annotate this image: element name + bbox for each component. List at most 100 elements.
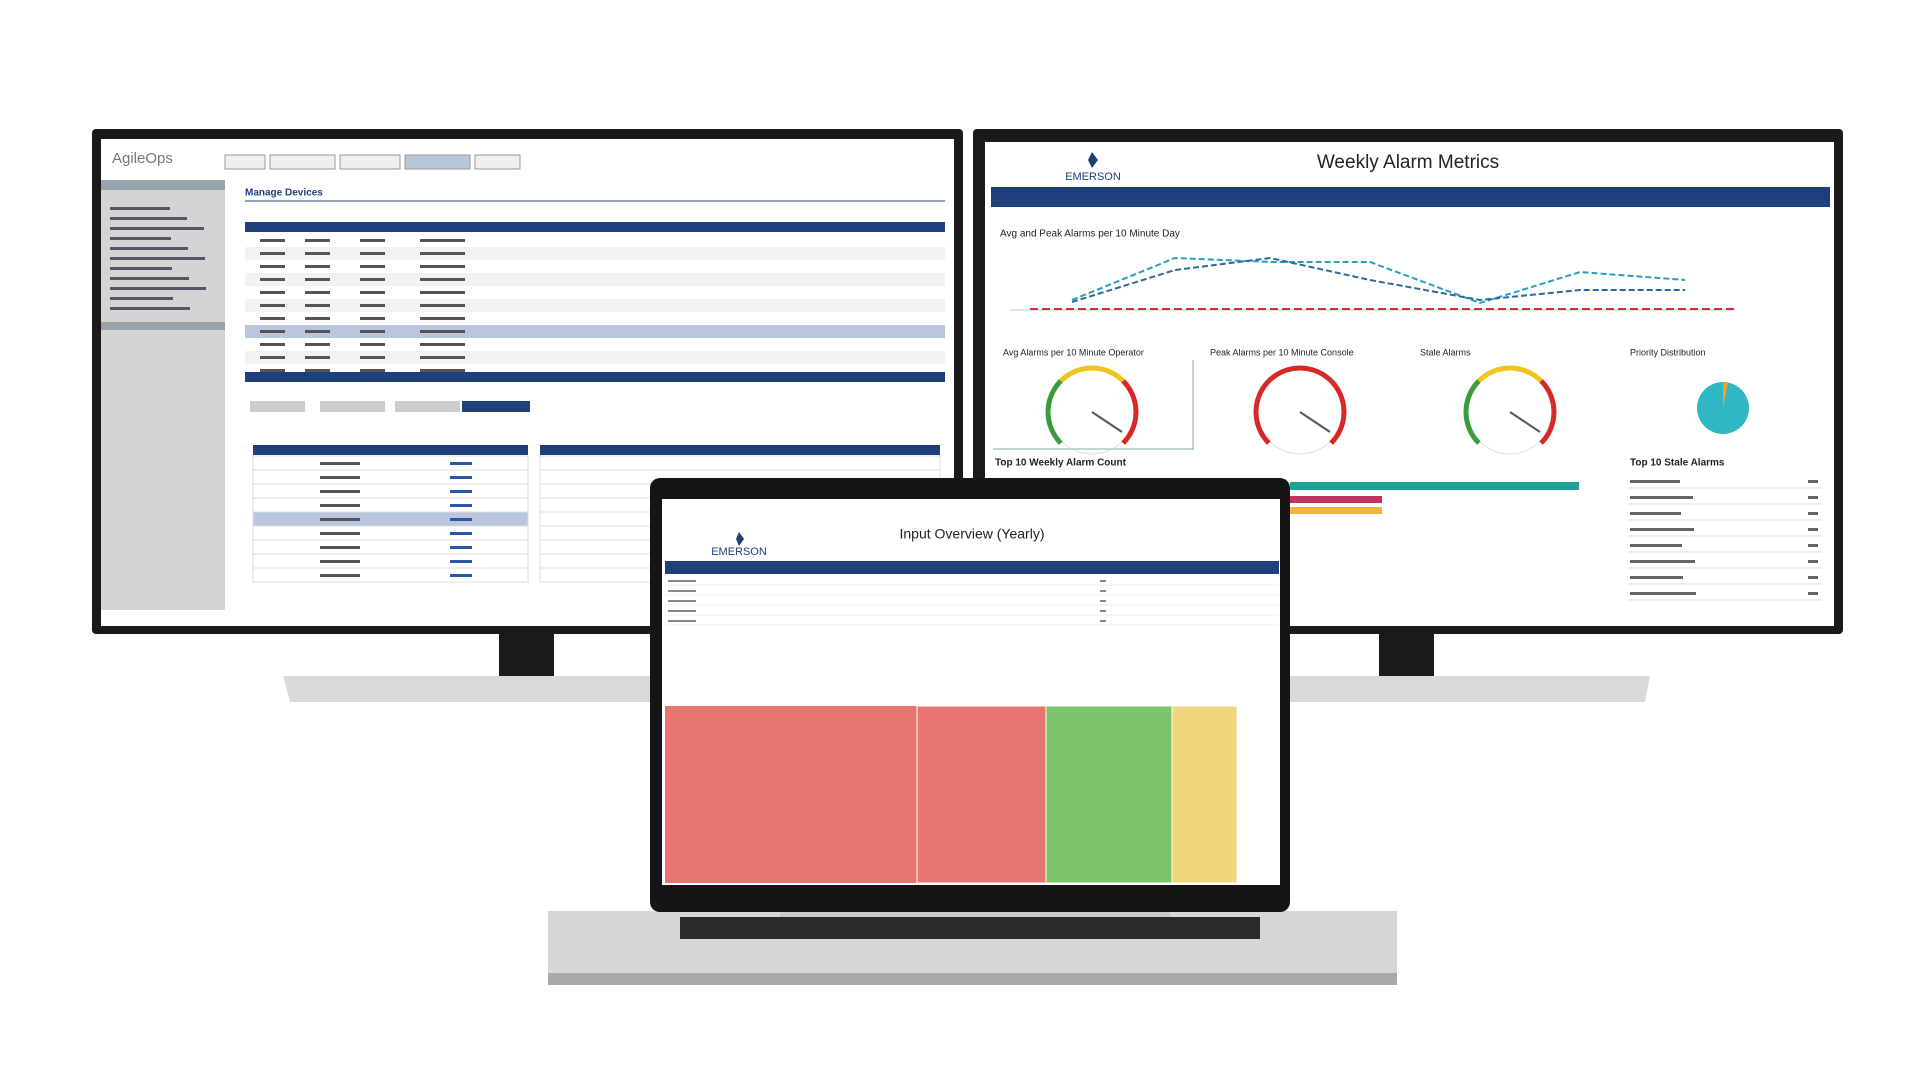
cell-text [668,610,696,612]
bar [1290,482,1579,490]
sidebar-item [110,267,172,270]
table-row [245,338,945,351]
table-header [540,445,940,455]
cell-text [320,476,360,479]
table-row [245,273,945,286]
tab[interactable] [250,401,305,412]
cell-text [450,462,472,465]
cell-text [420,239,465,242]
gauge-title: Peak Alarms per 10 Minute Console [1210,347,1354,357]
cell-text [305,356,330,359]
series-line [1071,256,1685,303]
table-row [252,525,529,541]
table-row [252,553,529,569]
tab[interactable] [462,401,530,412]
cell-text [668,590,696,592]
cell-text [1100,590,1106,592]
tab[interactable] [404,154,471,170]
cell-text [260,317,285,320]
gauge-band [1329,379,1347,445]
cell-text [360,343,385,346]
cell-text [420,369,465,372]
cell-text [420,278,465,281]
cell-text [420,304,465,307]
gauge-band [1121,379,1139,445]
bar [1290,507,1382,514]
cell-text [320,574,360,577]
tab[interactable] [320,401,385,412]
cell-text [420,356,465,359]
report-title: Input Overview (Yearly) [900,526,1045,542]
cell-text [360,317,385,320]
app-name: AgileOps [112,150,173,167]
sidebar-item [110,227,204,230]
cell-text [420,343,465,346]
table-row [245,260,945,273]
monitor-base [1260,676,1650,702]
cell-text [360,252,385,255]
treemap [665,705,1238,884]
sidebar-header [101,322,225,330]
sidebar-header [101,180,225,190]
gauge-needle [1091,411,1123,433]
cell-text [260,252,285,255]
cell-text [260,369,285,372]
cell-text [1100,600,1106,602]
cell-text [1808,544,1818,547]
laptop-edge [548,973,1397,985]
logo: EMERSON [711,546,767,558]
cell-text [305,343,330,346]
tab[interactable] [339,154,401,170]
cell-text [1630,512,1681,515]
gauge-band [1045,379,1063,445]
cell-text [260,239,285,242]
cell-text [420,317,465,320]
report-title: Weekly Alarm Metrics [1317,152,1499,173]
cell-text [260,265,285,268]
cell-text [420,252,465,255]
page-title: Manage Devices [245,188,323,199]
cell-text [450,532,472,535]
chart-title: Priority Distribution [1630,347,1706,357]
cell-text [360,330,385,333]
table-row [245,286,945,299]
tab[interactable] [474,154,521,170]
cell-text [360,239,385,242]
logo-icon [736,532,744,546]
tab[interactable] [224,154,266,170]
tab[interactable] [395,401,460,412]
treemap-cell [916,705,1047,884]
cell-text [668,620,696,622]
table-row [245,325,945,338]
cell-text [1630,576,1683,579]
sidebar-item [110,277,189,280]
gauge-band [1059,365,1125,383]
cell-text [305,239,330,242]
cell-text [1100,580,1106,582]
table-row [245,299,945,312]
gauge-band [1463,379,1481,445]
table-row [252,511,529,527]
tab[interactable] [269,154,336,170]
table-row [252,567,529,583]
gauge-needle [1509,411,1541,433]
cell-text [1808,576,1818,579]
cell-text [320,462,360,465]
device-table [245,234,945,377]
cell-text [668,580,696,582]
cell-text [320,490,360,493]
input-table [665,580,1279,626]
table-title: Top 10 Stale Alarms [1630,458,1725,469]
cell-text [1630,592,1696,595]
cell-text [1100,610,1106,612]
gauge-band [1477,365,1543,383]
sidebar [101,180,225,610]
table-row [252,497,529,513]
logo: EMERSON [1065,171,1121,183]
cell-text [1630,544,1682,547]
cell-text [260,330,285,333]
table-header [245,222,945,232]
cell-text [1808,528,1818,531]
cell-text [450,504,472,507]
